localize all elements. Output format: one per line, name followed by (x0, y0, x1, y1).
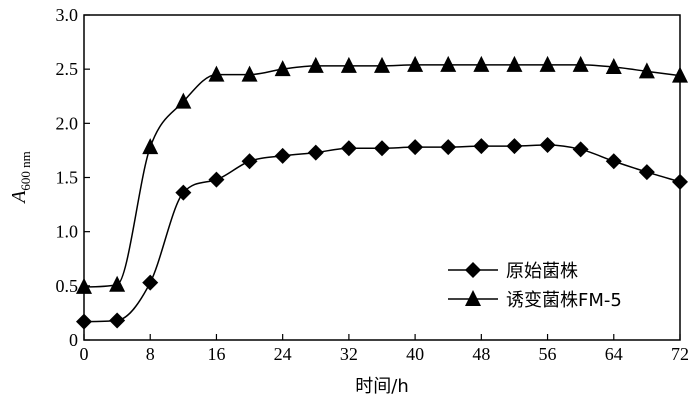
triangle-point (241, 65, 258, 82)
x-tick-label: 24 (274, 344, 292, 364)
triangle-point (572, 55, 589, 72)
series-line (83, 64, 681, 288)
diamond-point (605, 153, 622, 170)
diamond-point (340, 140, 357, 157)
diamond-point (76, 313, 92, 330)
triangle-marker-icon (465, 290, 481, 306)
x-tick-label: 56 (539, 344, 557, 364)
diamond-point (274, 147, 291, 164)
y-tick-label: 1.0 (56, 222, 79, 242)
x-tick-label: 64 (605, 344, 623, 364)
diamond-point (307, 144, 324, 161)
y-tick-label: 0.5 (56, 276, 79, 296)
legend-item-mutant: 诱变菌株FM-5 (448, 290, 622, 311)
diamond-point (473, 138, 490, 155)
series-mutant (76, 55, 688, 294)
diamond-point (142, 274, 159, 291)
y-axis-label: A600 nm (8, 151, 33, 205)
y-tick-label: 3.0 (56, 5, 79, 25)
y-tick-label: 2.0 (56, 113, 79, 133)
y-tick-label: 0 (69, 330, 78, 350)
diamond-point (208, 171, 225, 188)
triangle-point (506, 55, 523, 72)
triangle-point (374, 56, 390, 73)
diamond-point (374, 140, 390, 157)
x-tick-label: 16 (207, 344, 225, 364)
triangle-point (539, 55, 556, 72)
triangle-point (407, 55, 424, 72)
diamond-point (638, 164, 655, 181)
x-tick-label: 8 (146, 344, 155, 364)
series-original (76, 137, 688, 330)
x-axis-ticks: 0 8 16 24 32 40 48 56 64 72 (80, 334, 689, 364)
diamond-point (109, 312, 126, 329)
diamond-point (539, 137, 556, 153)
y-axis-label-sub: 600 nm (18, 151, 33, 190)
triangle-point (76, 277, 92, 294)
svg-text:A600 nm: A600 nm (8, 151, 33, 205)
triangle-point (440, 55, 457, 72)
triangle-point (672, 66, 688, 83)
triangle-point (274, 60, 291, 77)
legend-item-original: 原始菌株 (448, 261, 578, 282)
x-tick-label: 0 (80, 344, 89, 364)
triangle-point (340, 56, 357, 73)
y-axis-label-main: A (8, 190, 30, 205)
triangle-point (605, 58, 622, 74)
diamond-point (407, 139, 424, 156)
legend-label-mutant: 诱变菌株FM-5 (506, 290, 622, 311)
triangle-point (307, 56, 324, 73)
x-tick-label: 48 (472, 344, 490, 364)
triangle-point (109, 275, 126, 292)
diamond-point (440, 139, 457, 156)
y-tick-label: 2.5 (56, 59, 79, 79)
diamond-point (175, 184, 192, 201)
diamond-point (241, 153, 258, 170)
y-tick-label: 1.5 (56, 168, 79, 188)
legend: 原始菌株 诱变菌株FM-5 (448, 261, 622, 311)
triangle-point (142, 138, 159, 155)
triangle-point (175, 92, 192, 109)
diamond-point (672, 173, 688, 190)
diamond-point (572, 141, 589, 158)
x-axis-label: 时间/h (355, 376, 408, 397)
triangle-point (473, 55, 490, 72)
triangle-point (638, 62, 655, 79)
legend-label-original: 原始菌株 (506, 261, 578, 282)
y-axis-ticks: 0 0.5 1.0 1.5 2.0 2.5 3.0 (56, 5, 90, 350)
triangle-point (208, 65, 225, 82)
x-tick-label: 32 (340, 344, 358, 364)
diamond-point (506, 138, 523, 155)
diamond-marker-icon (465, 262, 481, 278)
series-layer (76, 55, 688, 330)
x-tick-label: 40 (406, 344, 424, 364)
x-tick-label: 72 (671, 344, 689, 364)
